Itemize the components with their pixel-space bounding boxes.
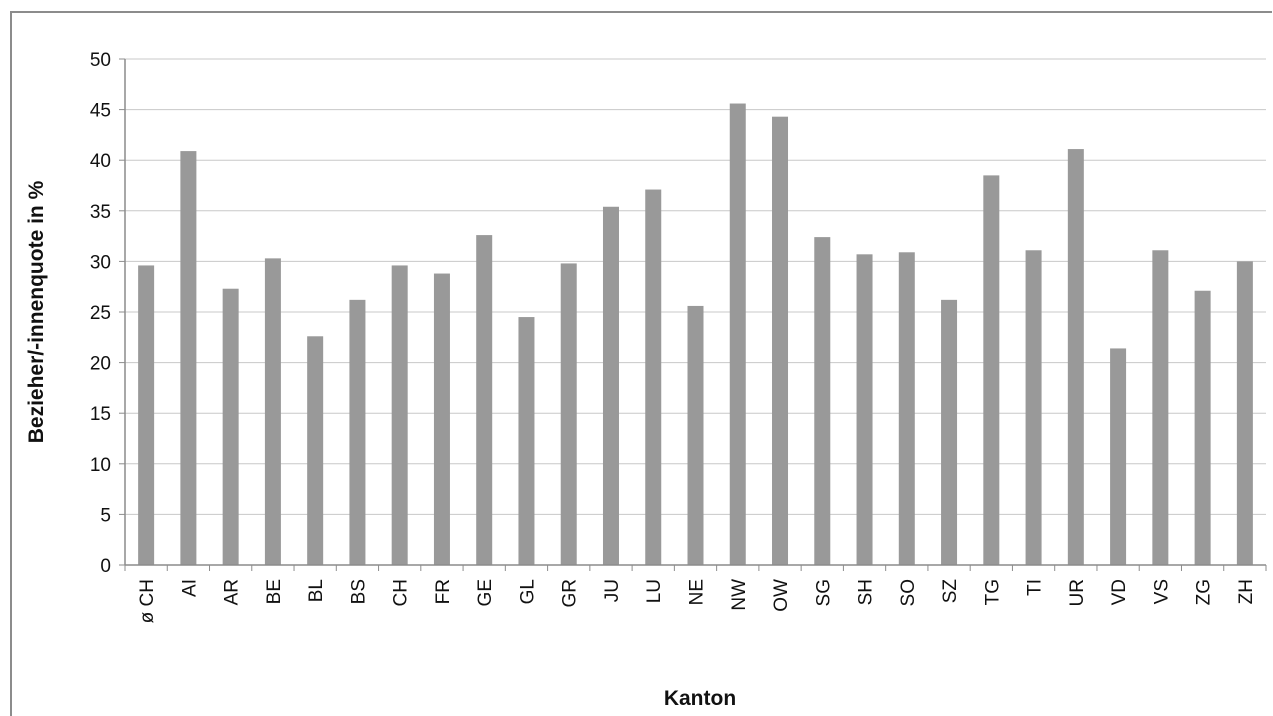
bar <box>138 265 155 565</box>
y-tick-label: 15 <box>90 404 111 425</box>
x-tick-label: ZG <box>1194 579 1215 605</box>
tick-labels: 0 5 10 15 20 25 30 35 40 45 50 ø CH AI AR BE BL BS CH FR GE… <box>90 50 1257 623</box>
axes <box>119 58 1267 571</box>
y-tick-label: 30 <box>90 252 111 273</box>
x-tick-label: GE <box>475 579 496 606</box>
bar <box>264 258 281 565</box>
y-tick-label: 5 <box>100 505 111 526</box>
bar <box>1152 250 1169 565</box>
x-tick-label: AR <box>222 579 243 605</box>
bar <box>729 103 746 565</box>
y-tick-label: 50 <box>90 50 111 71</box>
y-tick-label: 45 <box>90 101 111 122</box>
bar <box>1236 261 1253 565</box>
bar <box>180 151 197 566</box>
bar <box>772 116 789 566</box>
y-tick-label: 35 <box>90 202 111 223</box>
bar <box>433 273 450 565</box>
x-tick-label: JU <box>602 579 623 602</box>
x-tick-label: CH <box>391 579 412 606</box>
bar <box>898 252 915 566</box>
x-tick-label: SG <box>813 579 834 606</box>
bar <box>222 288 239 565</box>
x-tick-label: AI <box>179 579 200 597</box>
x-tick-label: OW <box>771 579 792 612</box>
x-tick-label: ZH <box>1236 579 1257 604</box>
x-tick-label: FR <box>433 579 454 604</box>
x-tick-label: SH <box>856 579 877 605</box>
x-tick-label: TG <box>982 579 1003 605</box>
x-tick-label: UR <box>1067 579 1088 606</box>
bar <box>983 175 1000 565</box>
bars <box>138 103 1253 566</box>
bar <box>856 254 873 566</box>
x-tick-label: SO <box>898 579 919 606</box>
x-tick-label: BS <box>348 579 369 604</box>
x-tick-label: BL <box>306 579 327 602</box>
bar <box>602 206 619 565</box>
bar <box>476 235 493 565</box>
bar <box>349 299 366 565</box>
x-tick-label: LU <box>644 579 665 603</box>
bar <box>814 237 831 565</box>
y-tick-label: 0 <box>100 556 111 577</box>
y-tick-label: 25 <box>90 303 111 324</box>
bar <box>560 263 577 565</box>
y-tick-label: 40 <box>90 151 111 172</box>
bar <box>1025 250 1042 565</box>
x-axis-title: Kanton <box>664 687 736 710</box>
bar <box>645 189 662 565</box>
bar <box>941 299 958 565</box>
bar <box>1110 348 1127 565</box>
bar <box>1194 290 1211 565</box>
x-tick-label: GR <box>560 579 581 608</box>
x-tick-label: SZ <box>940 579 961 604</box>
bar <box>307 336 324 565</box>
y-axis-title: Bezieher/-innenquote in % <box>25 180 48 443</box>
bar <box>687 305 704 565</box>
y-tick-label: 20 <box>90 354 111 375</box>
bar <box>518 317 535 565</box>
chart-frame <box>10 11 1272 716</box>
x-tick-label: BE <box>264 579 285 604</box>
bar <box>1067 149 1084 565</box>
bar <box>391 265 408 565</box>
y-tick-label: 10 <box>90 455 111 476</box>
x-tick-label: NW <box>729 579 750 611</box>
x-tick-label: ø CH <box>137 579 158 623</box>
x-tick-label: VD <box>1109 579 1130 605</box>
x-tick-label: TI <box>1025 579 1046 596</box>
x-tick-label: VS <box>1151 579 1172 604</box>
x-tick-label: NE <box>687 579 708 605</box>
x-tick-label: GL <box>517 579 538 604</box>
